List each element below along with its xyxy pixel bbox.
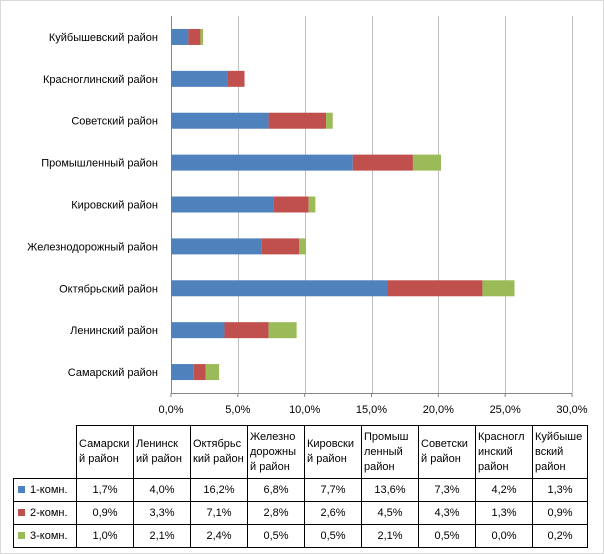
table-column-header: Красногл инский район — [475, 425, 533, 479]
table-cell: 6,8% — [247, 478, 305, 502]
table-column-header: Кировски й район — [304, 425, 362, 479]
category-label: Ленинский район — [70, 325, 158, 337]
table-corner — [14, 426, 77, 479]
table-column-header: Куйбыше вский район — [532, 425, 588, 479]
table-row: 1-комн. 1,7% 4,0% 16,2% 6,8% 7,7% 13,6% 7,3% 4,2… — [13, 478, 588, 502]
category-label: Кировский район — [71, 200, 158, 212]
x-axis-tick-labels: 0,0% 5,0% 10,0% 15,0% 20,0% 25,0% 30,0% — [158, 393, 588, 416]
category-label: Октябрьский район — [59, 283, 158, 295]
legend-entry: 1-комн. — [13, 478, 77, 502]
series-name: 2-комн. — [30, 506, 68, 519]
x-tick-label: 5,0% — [225, 404, 250, 416]
bar-segment — [224, 322, 269, 339]
bar-segment — [200, 28, 204, 45]
series-name: 1-комн. — [30, 483, 68, 496]
table-cell: 2,6% — [304, 501, 362, 525]
bar-segment — [171, 70, 228, 87]
category-label: Советский район — [71, 116, 158, 128]
bar-segment — [352, 154, 413, 171]
table-cell: 2,1% — [133, 524, 191, 548]
table-cell: 2,4% — [190, 524, 248, 548]
legend-swatch — [18, 486, 25, 494]
table-cell: 0,0% — [475, 524, 533, 548]
bar-segment — [261, 238, 300, 255]
bar-segment — [171, 238, 262, 255]
table-cell: 0,2% — [532, 524, 588, 548]
table-cell: 13,6% — [361, 478, 419, 502]
x-tick-label: 15,0% — [356, 404, 387, 416]
table-cell: 7,1% — [190, 501, 248, 525]
legend-swatch — [18, 532, 25, 540]
legend-entry: 2-комн. — [13, 501, 77, 525]
table-cell: 3,3% — [133, 501, 191, 525]
category-labels: Самарский район Ленинский район Октябрьски… — [27, 32, 158, 379]
table-cell: 0,9% — [532, 501, 588, 525]
series-name: 3-комн. — [30, 529, 68, 542]
category-label: Промышленный район — [41, 158, 158, 170]
x-tick-label: 0,0% — [158, 404, 183, 416]
table-cell: 4,5% — [361, 501, 419, 525]
bar-segment — [268, 322, 297, 339]
table-cell: 4,0% — [133, 478, 191, 502]
table-column-header: Самарски й район — [76, 425, 134, 479]
bar-segment — [412, 154, 442, 171]
table-column-header: Промыш ленный район — [361, 425, 419, 479]
data-table: Самарски й район Ленинск ий район Октябрьс… — [13, 425, 588, 548]
x-tick-label: 10,0% — [289, 404, 320, 416]
table-cell: 1,0% — [76, 524, 134, 548]
legend-swatch — [18, 509, 25, 517]
table-cell: 0,9% — [76, 501, 134, 525]
bar-segment — [227, 70, 245, 87]
bar-segment — [171, 280, 388, 297]
bar-segment — [188, 28, 201, 45]
category-label: Самарский район — [68, 367, 158, 379]
x-tick-label: 30,0% — [556, 404, 587, 416]
table-cell: 2,8% — [247, 501, 305, 525]
bar-segment — [273, 196, 309, 213]
table-cell: 4,3% — [418, 501, 476, 525]
bar-segment — [171, 364, 194, 381]
legend-entry: 3-комн. — [13, 524, 77, 548]
bar-segment — [193, 364, 206, 381]
table-cell: 1,3% — [475, 501, 533, 525]
table-cell: 7,7% — [304, 478, 362, 502]
x-tick-label: 20,0% — [423, 404, 454, 416]
table-row: 3-комн. 1,0% 2,1% 2,4% 0,5% 0,5% 2,1% 0,5% 0,0% 0… — [13, 524, 588, 548]
table-cell: 1,3% — [532, 478, 588, 502]
bar-segment — [326, 112, 333, 129]
table-cell: 16,2% — [190, 478, 248, 502]
table-cell: 0,5% — [304, 524, 362, 548]
table-cell: 0,5% — [247, 524, 305, 548]
bar-segment — [171, 196, 274, 213]
table-column-header: Ленинск ий район — [133, 425, 191, 479]
bar-segment — [268, 112, 327, 129]
table-header-row: Самарски й район Ленинск ий район Октябрьс… — [14, 425, 588, 479]
category-label: Железнодорожный район — [27, 241, 158, 253]
x-tick-label: 25,0% — [490, 404, 521, 416]
table-cell: 4,2% — [475, 478, 533, 502]
table-cell: 0,5% — [418, 524, 476, 548]
table-column-header: Октябрьс кий район — [190, 425, 248, 479]
bar-segment — [171, 28, 189, 45]
bar-segment — [387, 280, 483, 297]
table-cell: 1,7% — [76, 478, 134, 502]
category-label: Куйбышевский район — [49, 32, 158, 44]
table-cell: 7,3% — [418, 478, 476, 502]
bar-segment — [171, 154, 353, 171]
table-row: 2-комн. 0,9% 3,3% 7,1% 2,8% 2,6% 4,5% 4,3% 1,3% 0… — [13, 501, 588, 525]
table-cell: 2,1% — [361, 524, 419, 548]
bar-segment — [308, 196, 316, 213]
bar-segment — [299, 238, 307, 255]
bar-segment — [205, 364, 220, 381]
table-column-header: Советски й район — [418, 425, 476, 479]
bar-segment — [482, 280, 515, 297]
table-column-header: Железно дорожны й район — [247, 425, 305, 479]
bar-segment — [171, 112, 269, 129]
bars — [171, 28, 515, 381]
bar-segment — [171, 322, 225, 339]
category-label: Красноглинский район — [43, 74, 158, 86]
